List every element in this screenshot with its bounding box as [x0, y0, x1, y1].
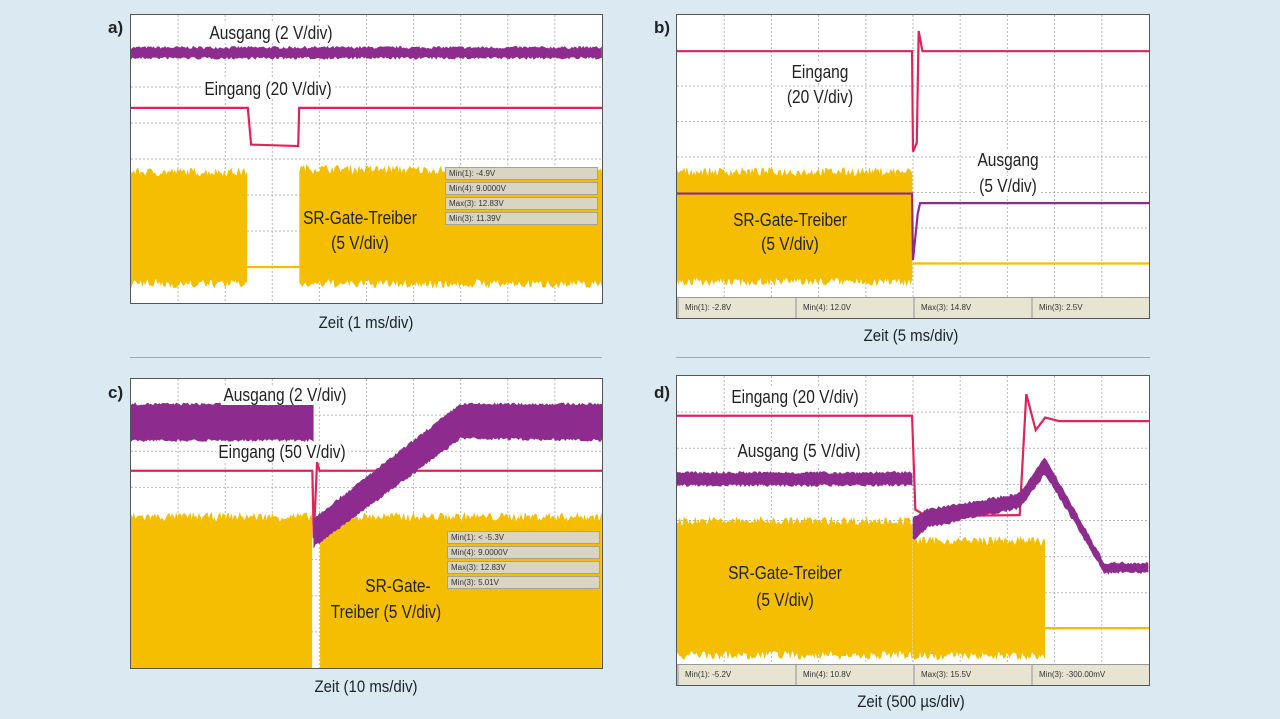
- measurement: Min(3): -300.00mV: [1031, 665, 1149, 685]
- annotation-sr-gate-scale: Treiber (5 V/div): [330, 602, 442, 622]
- trace-ausgang-band: [131, 403, 313, 442]
- scope-plot-d: [677, 376, 1149, 665]
- trace-ausgang-band: [314, 403, 602, 548]
- measurement: Min(1): -4.9V: [445, 167, 598, 180]
- measurement-list: Min(1): -4.9V Min(4): 9.0000V Max(3): 12…: [445, 167, 598, 225]
- measurement: Max(3): 12.83V: [445, 197, 598, 210]
- measurement: Min(1): < -5.3V: [447, 531, 600, 544]
- measurement: Max(3): 12.83V: [447, 561, 600, 574]
- annotation-ausgang: Ausgang (2 V/div): [220, 385, 350, 405]
- trace-ausgang-line: [677, 194, 1149, 260]
- measurement-list: Min(1): < -5.3V Min(4): 9.0000V Max(3): …: [447, 531, 600, 589]
- measurement: Min(1): -5.2V: [677, 665, 795, 685]
- trace-ausgang-band: [131, 46, 602, 59]
- panel-b-label: b): [654, 18, 671, 37]
- annotation-ausgang: Ausgang (2 V/div): [206, 23, 336, 43]
- annotation-sr-gate-scale: (5 V/div): [761, 234, 819, 254]
- x-axis-caption-b: Zeit (5 ms/div): [863, 326, 959, 345]
- scope-panel-a: Min(1): -4.9V Min(4): 9.0000V Max(3): 12…: [130, 14, 603, 304]
- annotation-ausgang: Ausgang: [974, 150, 1042, 170]
- measurement: Min(3): 2.5V: [1031, 298, 1149, 318]
- annotation-eingang: Eingang (20 V/div): [728, 387, 862, 407]
- annotation-sr-gate-scale: (5 V/div): [756, 590, 814, 610]
- measurement: Min(4): 9.0000V: [447, 546, 600, 559]
- scope-plot-a: [131, 15, 602, 303]
- measurement: Min(4): 12.0V: [795, 298, 913, 318]
- trace-sr-gate-treiber-band: [131, 513, 312, 668]
- trace-ausgang-band: [913, 458, 1148, 574]
- x-axis-caption-c: Zeit (10 ms/div): [314, 677, 418, 696]
- trace-sr-gate-treiber-band: [913, 537, 1045, 660]
- annotation-sr-gate-scale: (5 V/div): [331, 233, 389, 253]
- x-axis-caption-a: Zeit (1 ms/div): [318, 313, 414, 332]
- trace-sr-gate-treiber-band: [300, 165, 602, 288]
- scope-plot-b: [677, 15, 1149, 299]
- measurement-bar: Min(1): -2.8V Min(4): 12.0V Max(3): 14.8…: [677, 297, 1149, 318]
- annotation-eingang-scale: (20 V/div): [784, 87, 856, 107]
- measurement: Min(4): 9.0000V: [445, 182, 598, 195]
- trace-eingang-line: [677, 31, 1149, 152]
- trace-sr-gate-treiber-band: [131, 168, 247, 288]
- annotation-sr-gate: SR-Gate-Treiber: [733, 210, 847, 230]
- panel-c-label: c): [108, 383, 124, 402]
- measurement: Min(3): 11.39V: [445, 212, 598, 225]
- trace-eingang-line: [131, 108, 602, 146]
- annotation-sr-gate: SR-Gate-: [365, 576, 431, 596]
- measurement: Max(3): 14.8V: [913, 298, 1031, 318]
- panel-a-label: a): [108, 18, 124, 37]
- trace-ausgang-band: [677, 471, 912, 486]
- annotation-ausgang: Ausgang (5 V/div): [734, 441, 864, 461]
- x-axis-caption-d: Zeit (500 µs/div): [857, 692, 965, 711]
- annotation-ausgang-scale: (5 V/div): [976, 176, 1040, 196]
- trace-sr-gate-treiber-band: [677, 168, 912, 286]
- annotation-sr-gate: SR-Gate-Treiber: [728, 563, 842, 583]
- trace-sr-gate-treiber-band: [677, 517, 912, 659]
- divider: [130, 357, 602, 358]
- measurement: Min(4): 10.8V: [795, 665, 913, 685]
- scope-panel-d: Min(1): -5.2V Min(4): 10.8V Max(3): 15.5…: [676, 375, 1150, 686]
- annotation-eingang: Eingang (20 V/div): [201, 79, 335, 99]
- measurement: Max(3): 15.5V: [913, 665, 1031, 685]
- measurement-bar: Min(1): -5.2V Min(4): 10.8V Max(3): 15.5…: [677, 664, 1149, 685]
- annotation-sr-gate: SR-Gate-Treiber: [303, 208, 417, 228]
- scope-plot-c: [131, 379, 602, 668]
- divider: [676, 357, 1150, 358]
- trace-eingang-line: [131, 462, 602, 538]
- measurement: Min(3): 5.01V: [447, 576, 600, 589]
- scope-panel-b: Min(1): -2.8V Min(4): 12.0V Max(3): 14.8…: [676, 14, 1150, 319]
- scope-panel-c: Min(1): < -5.3V Min(4): 9.0000V Max(3): …: [130, 378, 603, 669]
- panel-d-label: d): [654, 383, 671, 402]
- annotation-eingang: Eingang: [789, 62, 851, 82]
- measurement: Min(1): -2.8V: [677, 298, 795, 318]
- annotation-eingang: Eingang (50 V/div): [215, 442, 349, 462]
- trace-eingang-line: [677, 394, 1149, 516]
